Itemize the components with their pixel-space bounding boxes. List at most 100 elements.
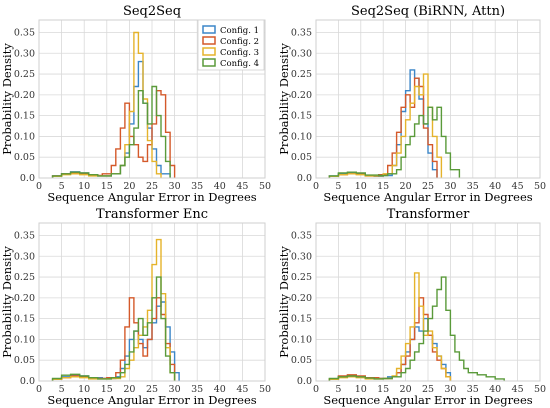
x-tick-label: 50 — [534, 384, 546, 395]
x-tick-label: 5 — [59, 181, 65, 192]
plot-frame — [38, 222, 266, 382]
legend-entry-label: Config. 4 — [220, 59, 259, 69]
x-axis-label: Sequence Angular Error in Degrees — [47, 190, 256, 204]
y-tick-label: 0.35 — [14, 27, 35, 38]
plot-frame — [315, 222, 541, 382]
x-tick-label: 40 — [489, 384, 501, 395]
y-tick-label: 0.25 — [14, 69, 35, 80]
y-tick-label: 0.25 — [291, 69, 312, 80]
histogram-series-4 — [51, 276, 176, 381]
x-axis-label: Sequence Angular Error in Degrees — [323, 190, 532, 204]
x-axis-label: Sequence Angular Error in Degrees — [47, 393, 256, 407]
x-tick-label: 15 — [377, 384, 389, 395]
y-tick-label: 0.20 — [14, 293, 35, 304]
x-tick-label: 25 — [422, 181, 434, 192]
plot-frame — [38, 19, 266, 179]
x-tick-label: 0 — [313, 181, 319, 192]
x-tick-label: 20 — [400, 181, 412, 192]
x-tick-label: 45 — [512, 181, 524, 192]
chart-panel-3: 0 5 10 15 20 25 30 35 40 45 50 0.0 0.05 0.10 0.15 0.20 0… — [0, 207, 271, 407]
x-tick-label: 45 — [512, 384, 524, 395]
x-tick-label: 20 — [123, 384, 135, 395]
histogram-series-4 — [328, 106, 461, 178]
x-tick-label: 25 — [422, 384, 434, 395]
x-tick-label: 0 — [36, 181, 42, 192]
y-axis-label: Probability Density — [277, 43, 291, 155]
x-tick-label: 25 — [146, 181, 158, 192]
x-tick-label: 35 — [467, 181, 479, 192]
x-tick-label: 10 — [355, 181, 367, 192]
y-tick-label: 0.05 — [14, 152, 35, 163]
chart-title: Seq2Seq — [123, 4, 181, 19]
y-tick-label: 0.30 — [291, 251, 312, 262]
x-tick-label: 0 — [313, 384, 319, 395]
x-tick-label: 45 — [236, 181, 248, 192]
x-tick-label: 50 — [259, 181, 271, 192]
x-tick-label: 15 — [101, 384, 113, 395]
y-tick-label: 0.05 — [291, 152, 312, 163]
y-tick-label: 0.20 — [291, 90, 312, 101]
y-tick-label: 0.25 — [14, 272, 35, 283]
x-tick-label: 35 — [191, 384, 203, 395]
x-tick-label: 5 — [335, 384, 341, 395]
histogram-series-4 — [328, 276, 505, 381]
x-tick-label: 40 — [214, 181, 226, 192]
y-tick-label: 0.05 — [291, 355, 312, 366]
x-tick-label: 30 — [169, 384, 181, 395]
x-tick-label: 30 — [444, 384, 456, 395]
x-tick-label: 40 — [214, 384, 226, 395]
x-tick-label: 20 — [123, 181, 135, 192]
x-tick-label: 45 — [236, 384, 248, 395]
x-tick-label: 15 — [377, 181, 389, 192]
chart-panel-2: 0 5 10 15 20 25 30 35 40 45 50 0.0 0.05 0.10 0.15 0.20 0… — [277, 4, 546, 204]
histogram-series-4 — [51, 85, 171, 178]
x-tick-label: 10 — [78, 181, 90, 192]
legend-swatch — [202, 47, 216, 56]
y-tick-label: 0.0 — [297, 173, 312, 184]
legend-entry-label: Config. 2 — [220, 37, 259, 47]
y-tick-label: 0.15 — [14, 314, 35, 325]
x-tick-label: 15 — [101, 181, 113, 192]
y-tick-label: 0.30 — [291, 48, 312, 59]
x-tick-label: 30 — [444, 181, 456, 192]
chart-panel-4: 0 5 10 15 20 25 30 35 40 45 50 0.0 0.05 0.10 0.15 0.20 0… — [277, 207, 546, 407]
y-tick-label: 0.0 — [20, 376, 35, 387]
y-tick-label: 0.15 — [291, 314, 312, 325]
chart-title: Transformer Enc — [96, 207, 208, 222]
y-tick-label: 0.10 — [14, 334, 35, 345]
x-axis-label: Sequence Angular Error in Degrees — [323, 393, 532, 407]
x-tick-label: 35 — [191, 181, 203, 192]
legend-swatch — [202, 36, 216, 45]
histogram-series-3 — [51, 31, 162, 178]
x-tick-label: 25 — [146, 384, 158, 395]
chart-title: Seq2Seq (BiRNN, Attn) — [351, 4, 505, 19]
histogram-series-3 — [328, 272, 452, 381]
legend-box — [197, 19, 265, 71]
histogram-series-1 — [51, 301, 180, 381]
x-tick-label: 35 — [467, 384, 479, 395]
y-axis-label: Probability Density — [0, 246, 14, 358]
y-tick-label: 0.35 — [291, 27, 312, 38]
chart-panel-1: 0 5 10 15 20 25 30 35 40 45 50 0.0 0.05 0.10 0.15 0.20 0… — [0, 4, 271, 204]
y-axis-label: Probability Density — [277, 246, 291, 358]
x-tick-label: 50 — [534, 181, 546, 192]
legend-swatch — [202, 58, 216, 67]
y-axis-label: Probability Density — [0, 43, 14, 155]
y-tick-label: 0.0 — [297, 376, 312, 387]
x-tick-label: 10 — [355, 384, 367, 395]
x-tick-label: 0 — [36, 384, 42, 395]
y-tick-label: 0.20 — [291, 293, 312, 304]
y-tick-label: 0.35 — [291, 230, 312, 241]
y-tick-label: 0.10 — [291, 334, 312, 345]
y-tick-label: 0.0 — [20, 173, 35, 184]
y-tick-label: 0.10 — [291, 131, 312, 142]
y-tick-label: 0.05 — [14, 355, 35, 366]
x-tick-label: 30 — [169, 181, 181, 192]
y-tick-label: 0.15 — [291, 111, 312, 122]
x-tick-label: 20 — [400, 384, 412, 395]
chart-title: Transformer — [387, 207, 471, 222]
y-tick-label: 0.30 — [14, 48, 35, 59]
legend-swatch — [202, 25, 216, 34]
